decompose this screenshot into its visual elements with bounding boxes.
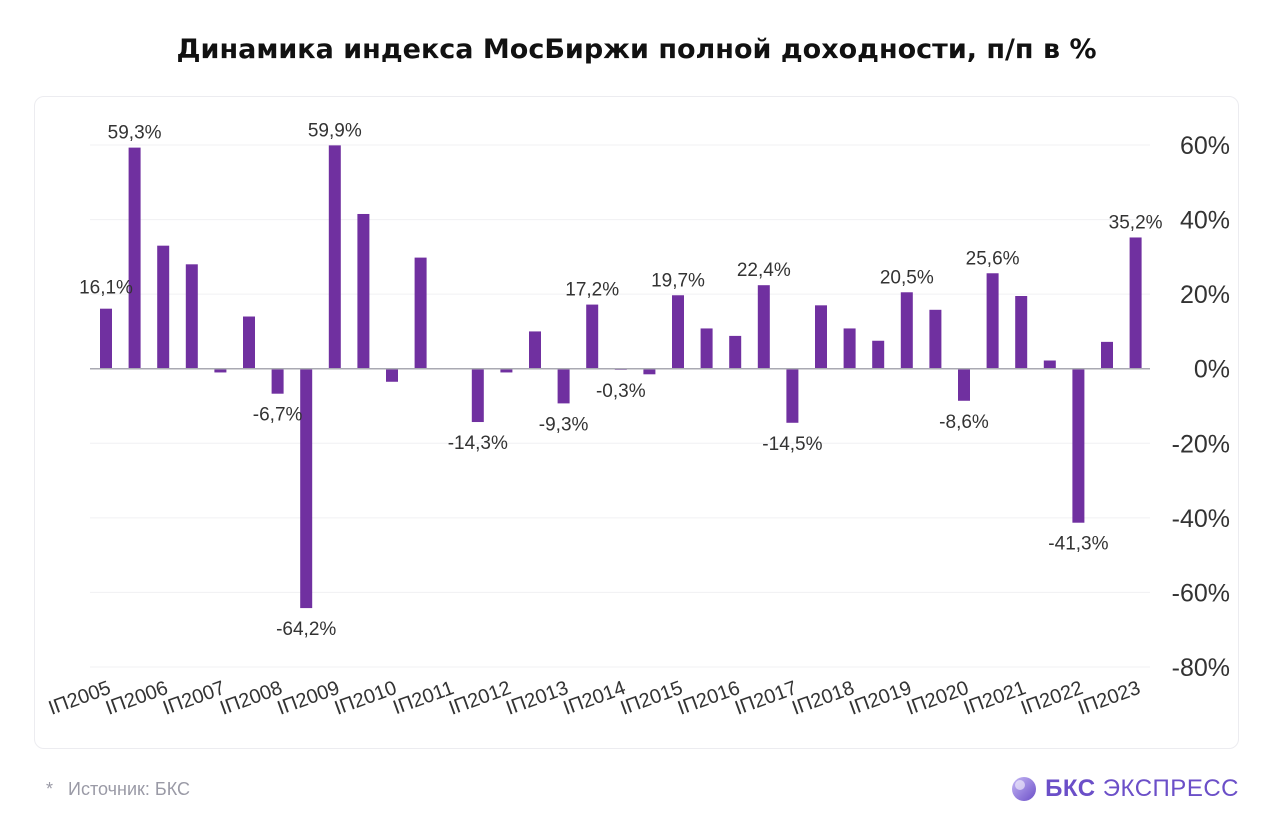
data-label: -8,6% bbox=[939, 412, 989, 433]
bar bbox=[900, 292, 913, 369]
brand-name-bold: БКС bbox=[1045, 775, 1096, 802]
bar bbox=[729, 335, 742, 369]
bar bbox=[214, 368, 227, 373]
bar bbox=[529, 331, 541, 369]
data-label: -41,3% bbox=[1048, 534, 1108, 555]
bar bbox=[843, 328, 856, 369]
bar bbox=[672, 295, 684, 369]
x-tick-label: IП2023 bbox=[1075, 677, 1143, 720]
data-label: 16,1% bbox=[79, 278, 133, 299]
data-label: 19,7% bbox=[651, 270, 705, 291]
data-label: 20,5% bbox=[880, 267, 934, 288]
bar bbox=[386, 368, 398, 382]
data-label: 22,4% bbox=[737, 260, 791, 281]
data-label: -14,3% bbox=[448, 433, 508, 454]
bar bbox=[786, 368, 799, 423]
source-text: Источник: БКС bbox=[68, 779, 190, 799]
y-tick-label: 40% bbox=[1180, 207, 1230, 235]
source-note: * Источник: БКС bbox=[46, 779, 190, 800]
bar bbox=[986, 273, 999, 369]
bar bbox=[557, 368, 570, 404]
bar bbox=[243, 316, 255, 369]
bar bbox=[958, 368, 970, 401]
bar bbox=[872, 340, 885, 369]
bar bbox=[929, 309, 942, 369]
brand-logo[interactable]: БКС ЭКСПРЕСС bbox=[1011, 774, 1239, 804]
bar bbox=[1015, 296, 1028, 369]
bar bbox=[328, 145, 341, 369]
data-label: -0,3% bbox=[596, 381, 646, 402]
y-tick-label: 20% bbox=[1180, 281, 1230, 309]
y-tick-label: 60% bbox=[1180, 132, 1230, 160]
data-label: 25,6% bbox=[966, 248, 1020, 269]
bar bbox=[1043, 360, 1056, 369]
bar bbox=[1129, 237, 1142, 369]
bar-chart: 60% 40% 20% 0% -20% -40% -60% -80% 16,1% 59,3% -6,… bbox=[46, 120, 1230, 720]
bar bbox=[815, 305, 827, 369]
data-label: -6,7% bbox=[253, 405, 303, 426]
data-label: -64,2% bbox=[276, 619, 336, 640]
bar bbox=[300, 368, 313, 609]
chart-title: Динамика индекса МосБиржи полной доходно… bbox=[176, 34, 1097, 65]
y-tick-label: -20% bbox=[1172, 430, 1230, 458]
bar bbox=[643, 368, 656, 375]
data-label: -9,3% bbox=[539, 414, 589, 435]
bar bbox=[757, 285, 770, 369]
data-label: 17,2% bbox=[565, 280, 619, 301]
bar bbox=[157, 245, 170, 369]
bar bbox=[271, 368, 284, 394]
bar bbox=[700, 328, 713, 369]
bar bbox=[357, 213, 370, 369]
bar bbox=[1072, 368, 1085, 523]
chart-card: 60% 40% 20% 0% -20% -40% -60% -80% 16,1% 59,3% -6,… bbox=[34, 96, 1239, 749]
data-label: -14,5% bbox=[762, 434, 822, 455]
bar bbox=[1101, 341, 1113, 369]
y-tick-label: 0% bbox=[1194, 356, 1230, 384]
y-tick-label: -40% bbox=[1172, 505, 1230, 533]
y-tick-label: -60% bbox=[1172, 579, 1230, 607]
bar bbox=[500, 368, 513, 373]
bks-logo-icon bbox=[1012, 777, 1037, 801]
bar bbox=[128, 147, 141, 369]
bar bbox=[414, 257, 427, 369]
data-label: 59,3% bbox=[108, 123, 162, 144]
data-label: 59,9% bbox=[308, 120, 362, 141]
bar bbox=[471, 368, 484, 423]
brand-name-rest: ЭКСПРЕСС bbox=[1102, 775, 1239, 802]
brand-name: БКС ЭКСПРЕСС bbox=[1045, 775, 1239, 803]
y-tick-label: -80% bbox=[1172, 654, 1230, 682]
bar bbox=[586, 304, 599, 369]
bar bbox=[185, 264, 198, 369]
footnote-star: * bbox=[46, 779, 54, 799]
data-label: 35,2% bbox=[1109, 212, 1163, 233]
bar bbox=[100, 308, 112, 369]
